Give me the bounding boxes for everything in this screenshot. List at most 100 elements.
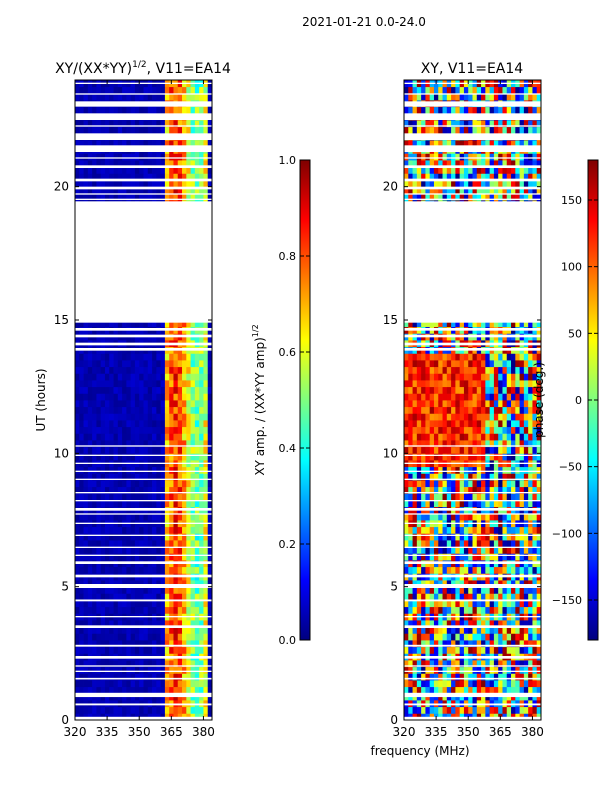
phase-cell bbox=[451, 366, 456, 374]
amp-cell bbox=[143, 680, 149, 688]
amp-cell bbox=[87, 453, 93, 461]
amp-cell bbox=[79, 440, 84, 448]
phase-cell bbox=[468, 500, 473, 508]
amp-cell bbox=[104, 180, 110, 188]
phase-cell bbox=[446, 453, 452, 461]
amp-cell bbox=[96, 160, 102, 168]
amp-cell bbox=[75, 540, 80, 548]
amp-cell bbox=[96, 500, 102, 508]
phase-cell bbox=[476, 600, 482, 608]
amp-cell bbox=[134, 566, 140, 574]
phase-cell bbox=[485, 686, 491, 694]
amp-cell bbox=[113, 160, 119, 168]
amp-cell bbox=[147, 366, 153, 374]
phase-cell bbox=[463, 713, 469, 720]
amp-cell bbox=[169, 586, 174, 594]
amp-cell bbox=[87, 486, 93, 494]
phase-cell bbox=[459, 540, 465, 548]
amp-cell bbox=[160, 706, 166, 714]
phase-cell bbox=[425, 640, 431, 648]
amp-cell bbox=[117, 673, 123, 681]
phase-cell bbox=[519, 713, 525, 720]
amp-cell bbox=[169, 660, 174, 668]
phase-cell bbox=[429, 586, 435, 594]
amp-cell bbox=[113, 620, 119, 628]
phase-cell bbox=[446, 440, 452, 448]
amp-cell bbox=[109, 393, 114, 401]
amp-cell bbox=[160, 366, 166, 374]
amp-cell bbox=[75, 680, 80, 688]
phase-cell bbox=[523, 353, 529, 361]
amp-cell bbox=[152, 680, 157, 688]
phase-cell bbox=[451, 580, 456, 588]
amp-cell bbox=[126, 533, 132, 541]
amp-cell bbox=[156, 353, 162, 361]
amp-cell bbox=[160, 626, 166, 634]
amp-cell bbox=[87, 606, 93, 614]
amp-cell bbox=[130, 466, 136, 474]
amp-cell bbox=[134, 360, 140, 368]
phase-cell bbox=[532, 380, 538, 388]
amp-cell bbox=[147, 400, 153, 408]
amp-cell bbox=[152, 366, 157, 374]
amp-cell bbox=[109, 93, 114, 101]
amp-cell bbox=[199, 626, 204, 634]
amp-cell bbox=[113, 680, 119, 688]
amp-cell bbox=[100, 406, 106, 414]
amp-cell bbox=[92, 433, 97, 441]
amp-cell bbox=[147, 600, 153, 608]
amp-cell bbox=[113, 600, 119, 608]
amp-cell bbox=[134, 353, 140, 361]
amp-cell bbox=[160, 386, 166, 394]
phase-cell bbox=[421, 426, 426, 434]
phase-cell bbox=[459, 626, 465, 634]
amp-cell bbox=[156, 480, 162, 488]
phase-cell bbox=[421, 393, 426, 401]
amp-cell bbox=[122, 626, 127, 634]
phase-cell bbox=[459, 433, 465, 441]
amp-cell bbox=[203, 526, 209, 534]
phase-cell bbox=[429, 493, 435, 501]
phase-cell bbox=[498, 453, 503, 461]
amp-cell bbox=[156, 446, 162, 454]
amp-cell bbox=[160, 473, 166, 481]
phase-cell bbox=[493, 606, 499, 614]
phase-cell bbox=[455, 373, 461, 381]
phase-cell bbox=[429, 660, 435, 668]
amp-cell bbox=[83, 453, 89, 461]
amp-cell bbox=[182, 93, 187, 101]
phase-cell bbox=[442, 633, 448, 641]
amp-cell bbox=[173, 360, 179, 368]
amp-cell bbox=[83, 633, 89, 641]
amp-cell bbox=[207, 593, 212, 601]
phase-cell bbox=[425, 620, 431, 628]
amp-cell bbox=[160, 513, 166, 521]
phase-cell bbox=[412, 466, 418, 474]
amp-cell bbox=[169, 380, 174, 388]
phase-cell bbox=[493, 473, 499, 481]
amp-cell bbox=[194, 406, 200, 414]
amp-cell bbox=[190, 633, 196, 641]
phase-cell bbox=[528, 406, 533, 414]
phase-cell bbox=[493, 646, 499, 654]
phase-cell bbox=[404, 546, 409, 554]
phase-cell bbox=[433, 566, 439, 574]
phase-cell bbox=[519, 466, 525, 474]
phase-cell bbox=[523, 713, 529, 720]
amp-cell bbox=[143, 373, 149, 381]
amp-cell bbox=[177, 660, 183, 668]
amp-cell bbox=[130, 586, 136, 594]
phase-heatmap bbox=[404, 80, 541, 720]
amp-cell bbox=[92, 446, 97, 454]
amp-cell bbox=[207, 680, 212, 688]
phase-cell bbox=[438, 513, 443, 521]
amp-cell bbox=[100, 366, 106, 374]
phase-cell bbox=[438, 620, 443, 628]
phase-cell bbox=[408, 546, 413, 554]
amp-cell bbox=[160, 580, 166, 588]
phase-cell bbox=[412, 606, 418, 614]
phase-cell bbox=[536, 713, 541, 720]
amp-cell bbox=[169, 513, 174, 521]
amp-cell bbox=[156, 386, 162, 394]
amp-cell bbox=[190, 626, 196, 634]
